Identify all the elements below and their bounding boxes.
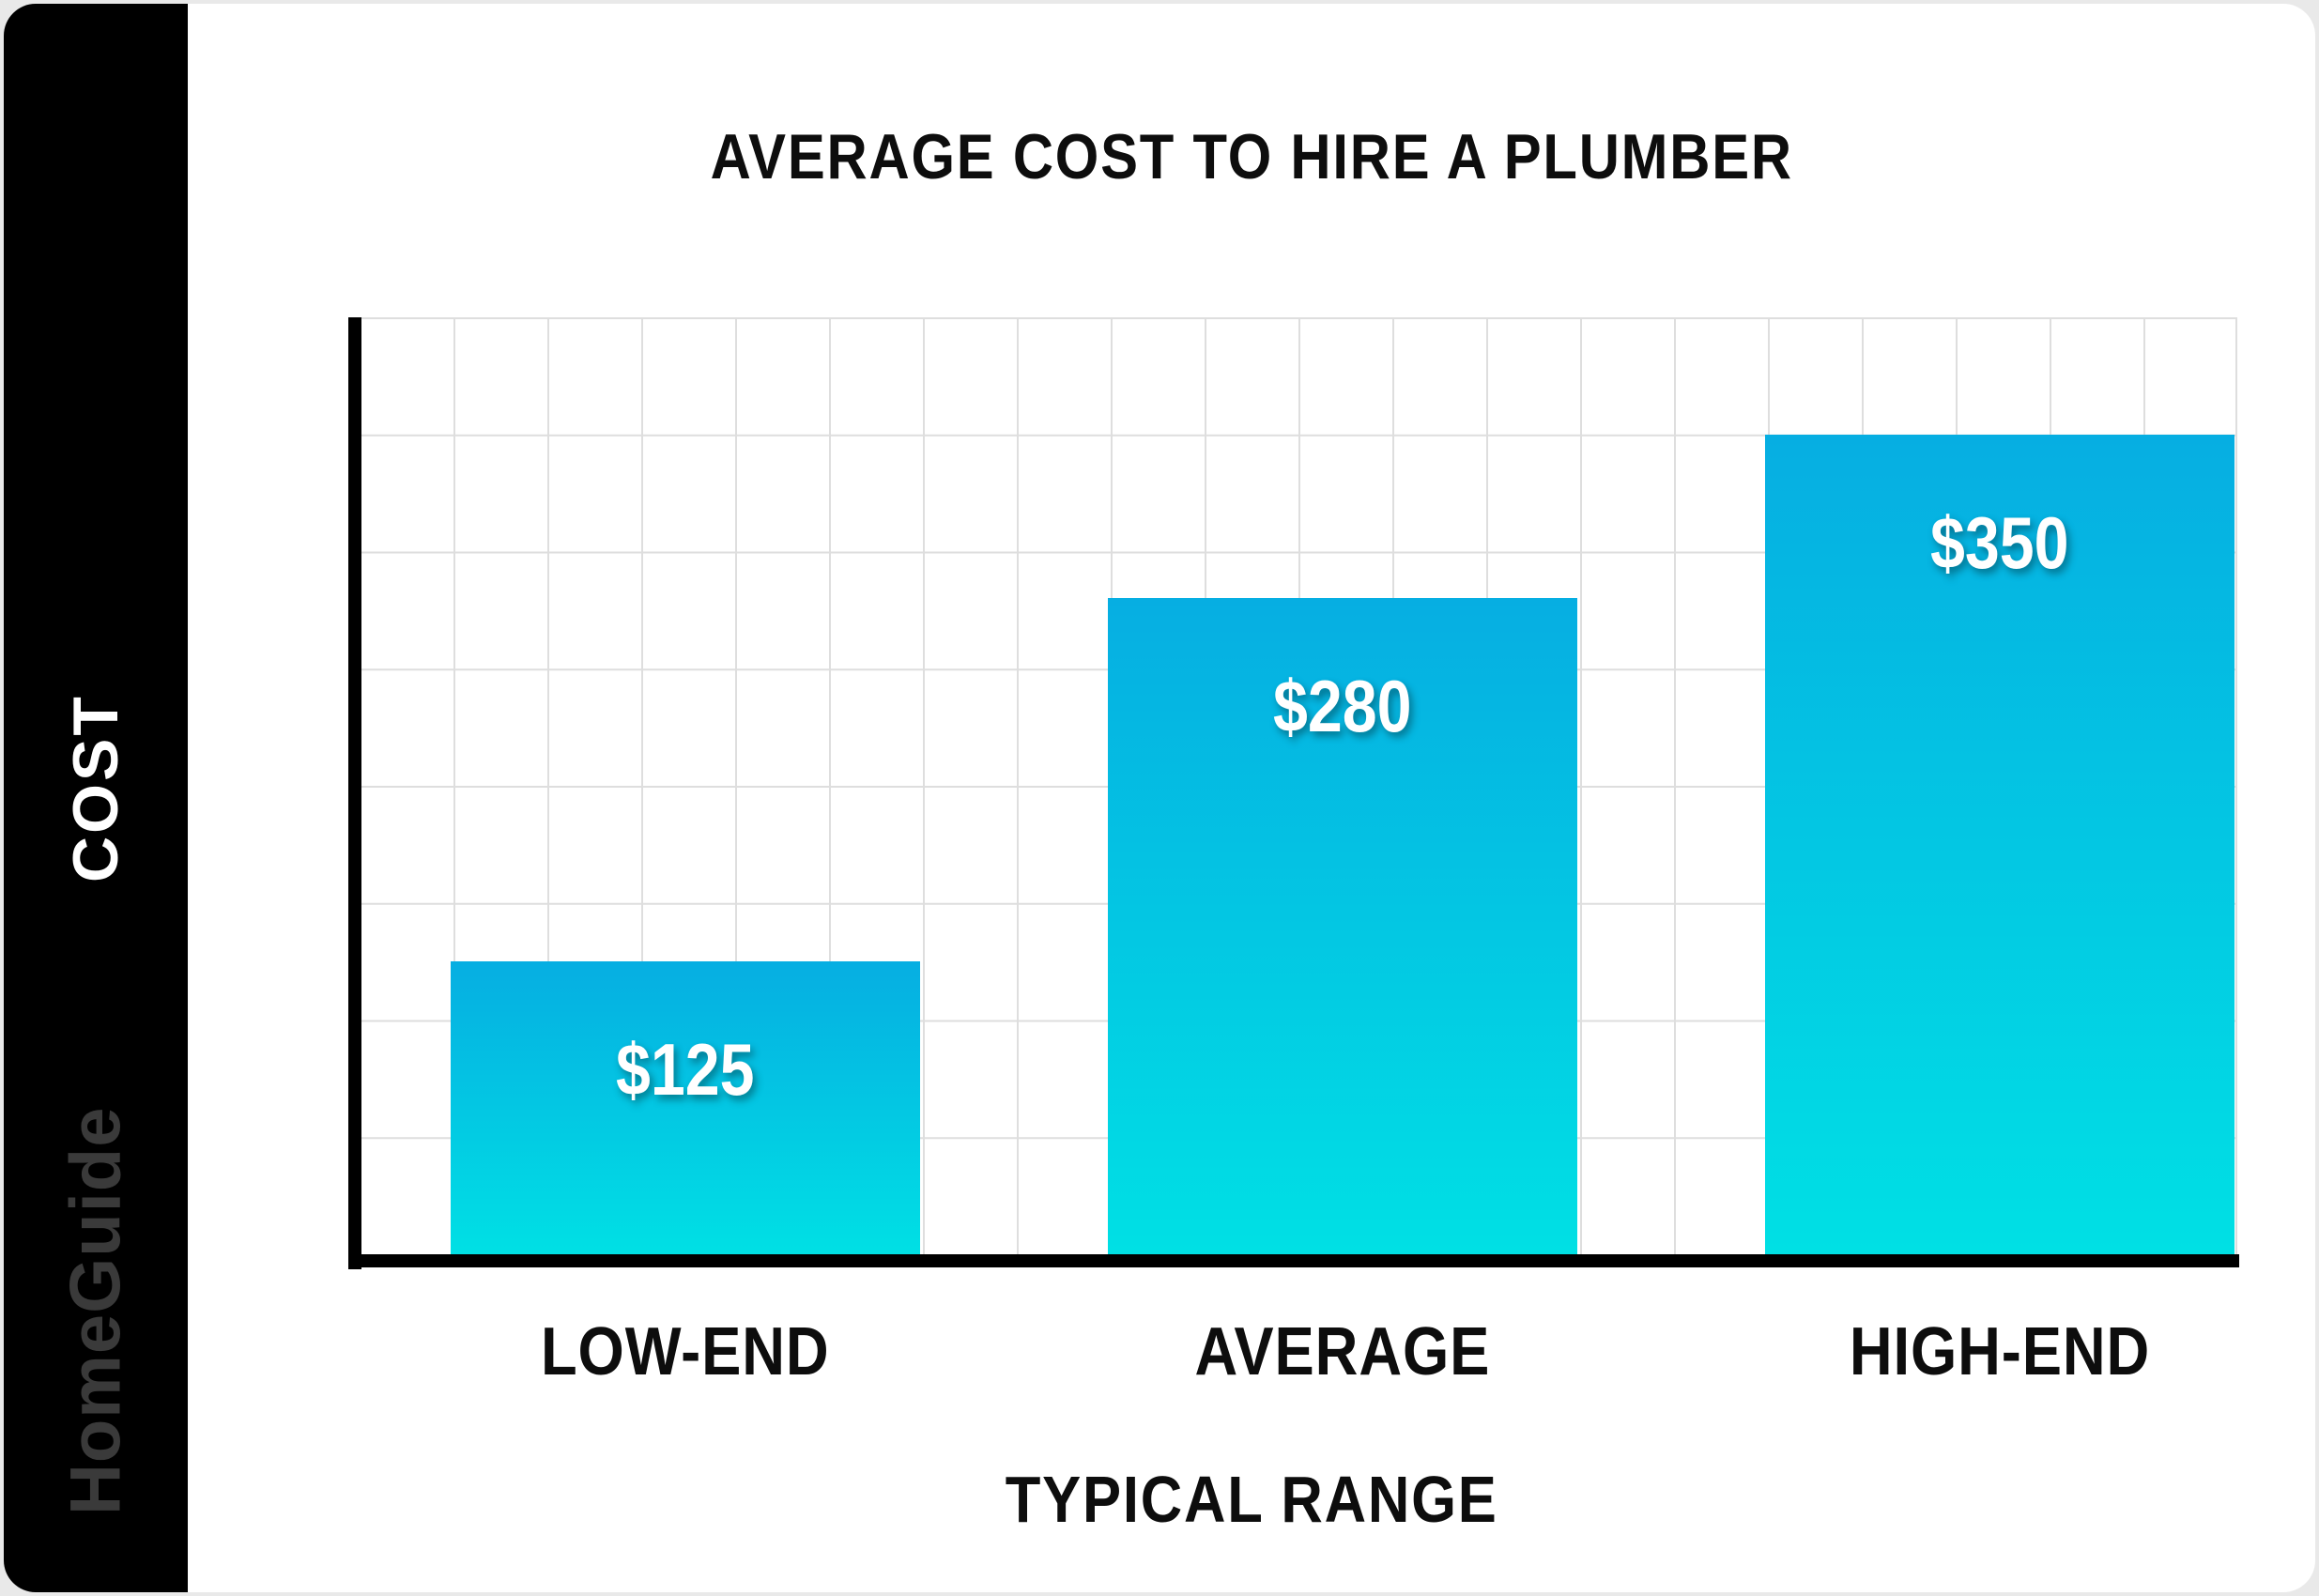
y-axis-line	[348, 317, 361, 1269]
category-label-high-end: HIGH-END	[1849, 1314, 2151, 1389]
plot-area: $125 $280 $350	[360, 317, 2237, 1254]
x-axis-title-band: TYPICAL RANGE	[188, 1406, 2315, 1592]
bar-value-label: $350	[1930, 501, 2069, 584]
category-labels: LOW-END AVERAGE HIGH-END	[360, 1314, 2237, 1389]
chart-title-text: AVERAGE COST TO HIRE A PLUMBER	[710, 121, 1793, 192]
left-sidebar: COST HomeGuide	[4, 4, 188, 1592]
category-label-average: AVERAGE	[1194, 1314, 1491, 1389]
x-axis-line	[348, 1254, 2239, 1267]
brand-logo: HomeGuide	[55, 1106, 136, 1516]
bar-average: $280	[1108, 598, 1577, 1254]
bar-high-end: $350	[1765, 435, 2235, 1254]
bar-value-label: $280	[1273, 665, 1412, 747]
chart-card: AVERAGE COST TO HIRE A PLUMBER $125 $280 $…	[188, 4, 2315, 1592]
bar-low-end: $125	[451, 961, 920, 1254]
y-axis-label: COST	[60, 694, 131, 883]
bar-value-label: $125	[616, 1028, 755, 1111]
chart-title: AVERAGE COST TO HIRE A PLUMBER	[188, 115, 2315, 199]
x-axis-title: TYPICAL RANGE	[1005, 1463, 1498, 1536]
category-label-low-end: LOW-END	[541, 1314, 830, 1389]
